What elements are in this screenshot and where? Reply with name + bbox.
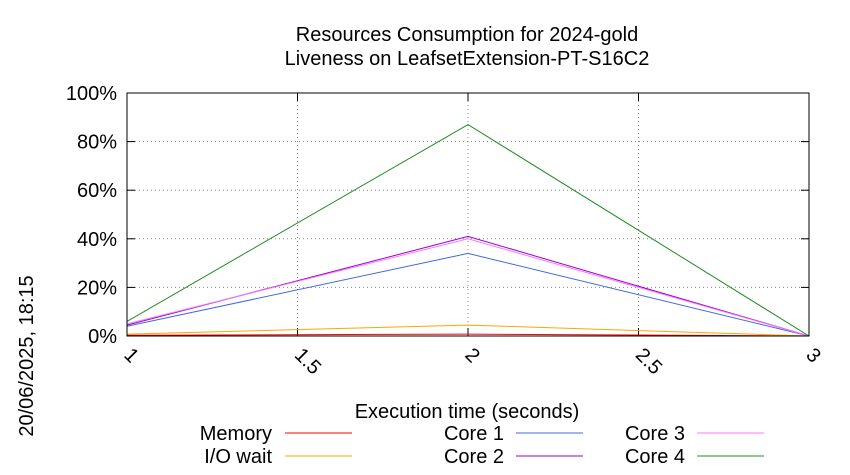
- legend-label-core-3: Core 3: [625, 423, 685, 445]
- legend-label-core-2: Core 2: [444, 446, 504, 468]
- y-tick-label: 80%: [77, 132, 117, 154]
- series-lines: [126, 124, 810, 337]
- legend-label-core-1: Core 1: [444, 423, 504, 445]
- chart-subtitle: Liveness on LeafsetExtension-PT-S16C2: [285, 48, 650, 70]
- series-line-core-1: [126, 252, 810, 337]
- plot-border: [126, 92, 810, 337]
- series-line-memory: [126, 333, 810, 337]
- grid: [127, 93, 809, 336]
- chart-title: Resources Consumption for 2024-gold: [296, 24, 638, 46]
- x-tick-label: 1.5: [290, 344, 325, 379]
- legend-label-memory: Memory: [200, 423, 272, 445]
- y-tick-label: 100%: [66, 83, 117, 105]
- x-tick-label: 2: [460, 344, 483, 367]
- x-axis-label: Execution time (seconds): [355, 401, 580, 423]
- series-line-core-3: [126, 238, 810, 337]
- legend-label-i-o-wait: I/O wait: [204, 446, 272, 468]
- series-line-i-o-wait: [126, 324, 810, 337]
- y-tick-label: 40%: [77, 229, 117, 251]
- series-line-core-4: [126, 124, 810, 337]
- y-tick-label: 20%: [77, 277, 117, 299]
- y-tick-label: 60%: [77, 180, 117, 202]
- timestamp-label: 20/06/2025, 18:15: [16, 275, 38, 436]
- x-tick-label: 3: [801, 344, 824, 367]
- y-tick-label: 0%: [88, 326, 117, 348]
- x-tick-label: 2.5: [631, 344, 666, 379]
- y-axis: 0% 20% 40% 60% 80% 100%: [66, 83, 809, 348]
- x-tick-label: 1: [119, 344, 142, 367]
- legend-label-core-4: Core 4: [625, 446, 685, 468]
